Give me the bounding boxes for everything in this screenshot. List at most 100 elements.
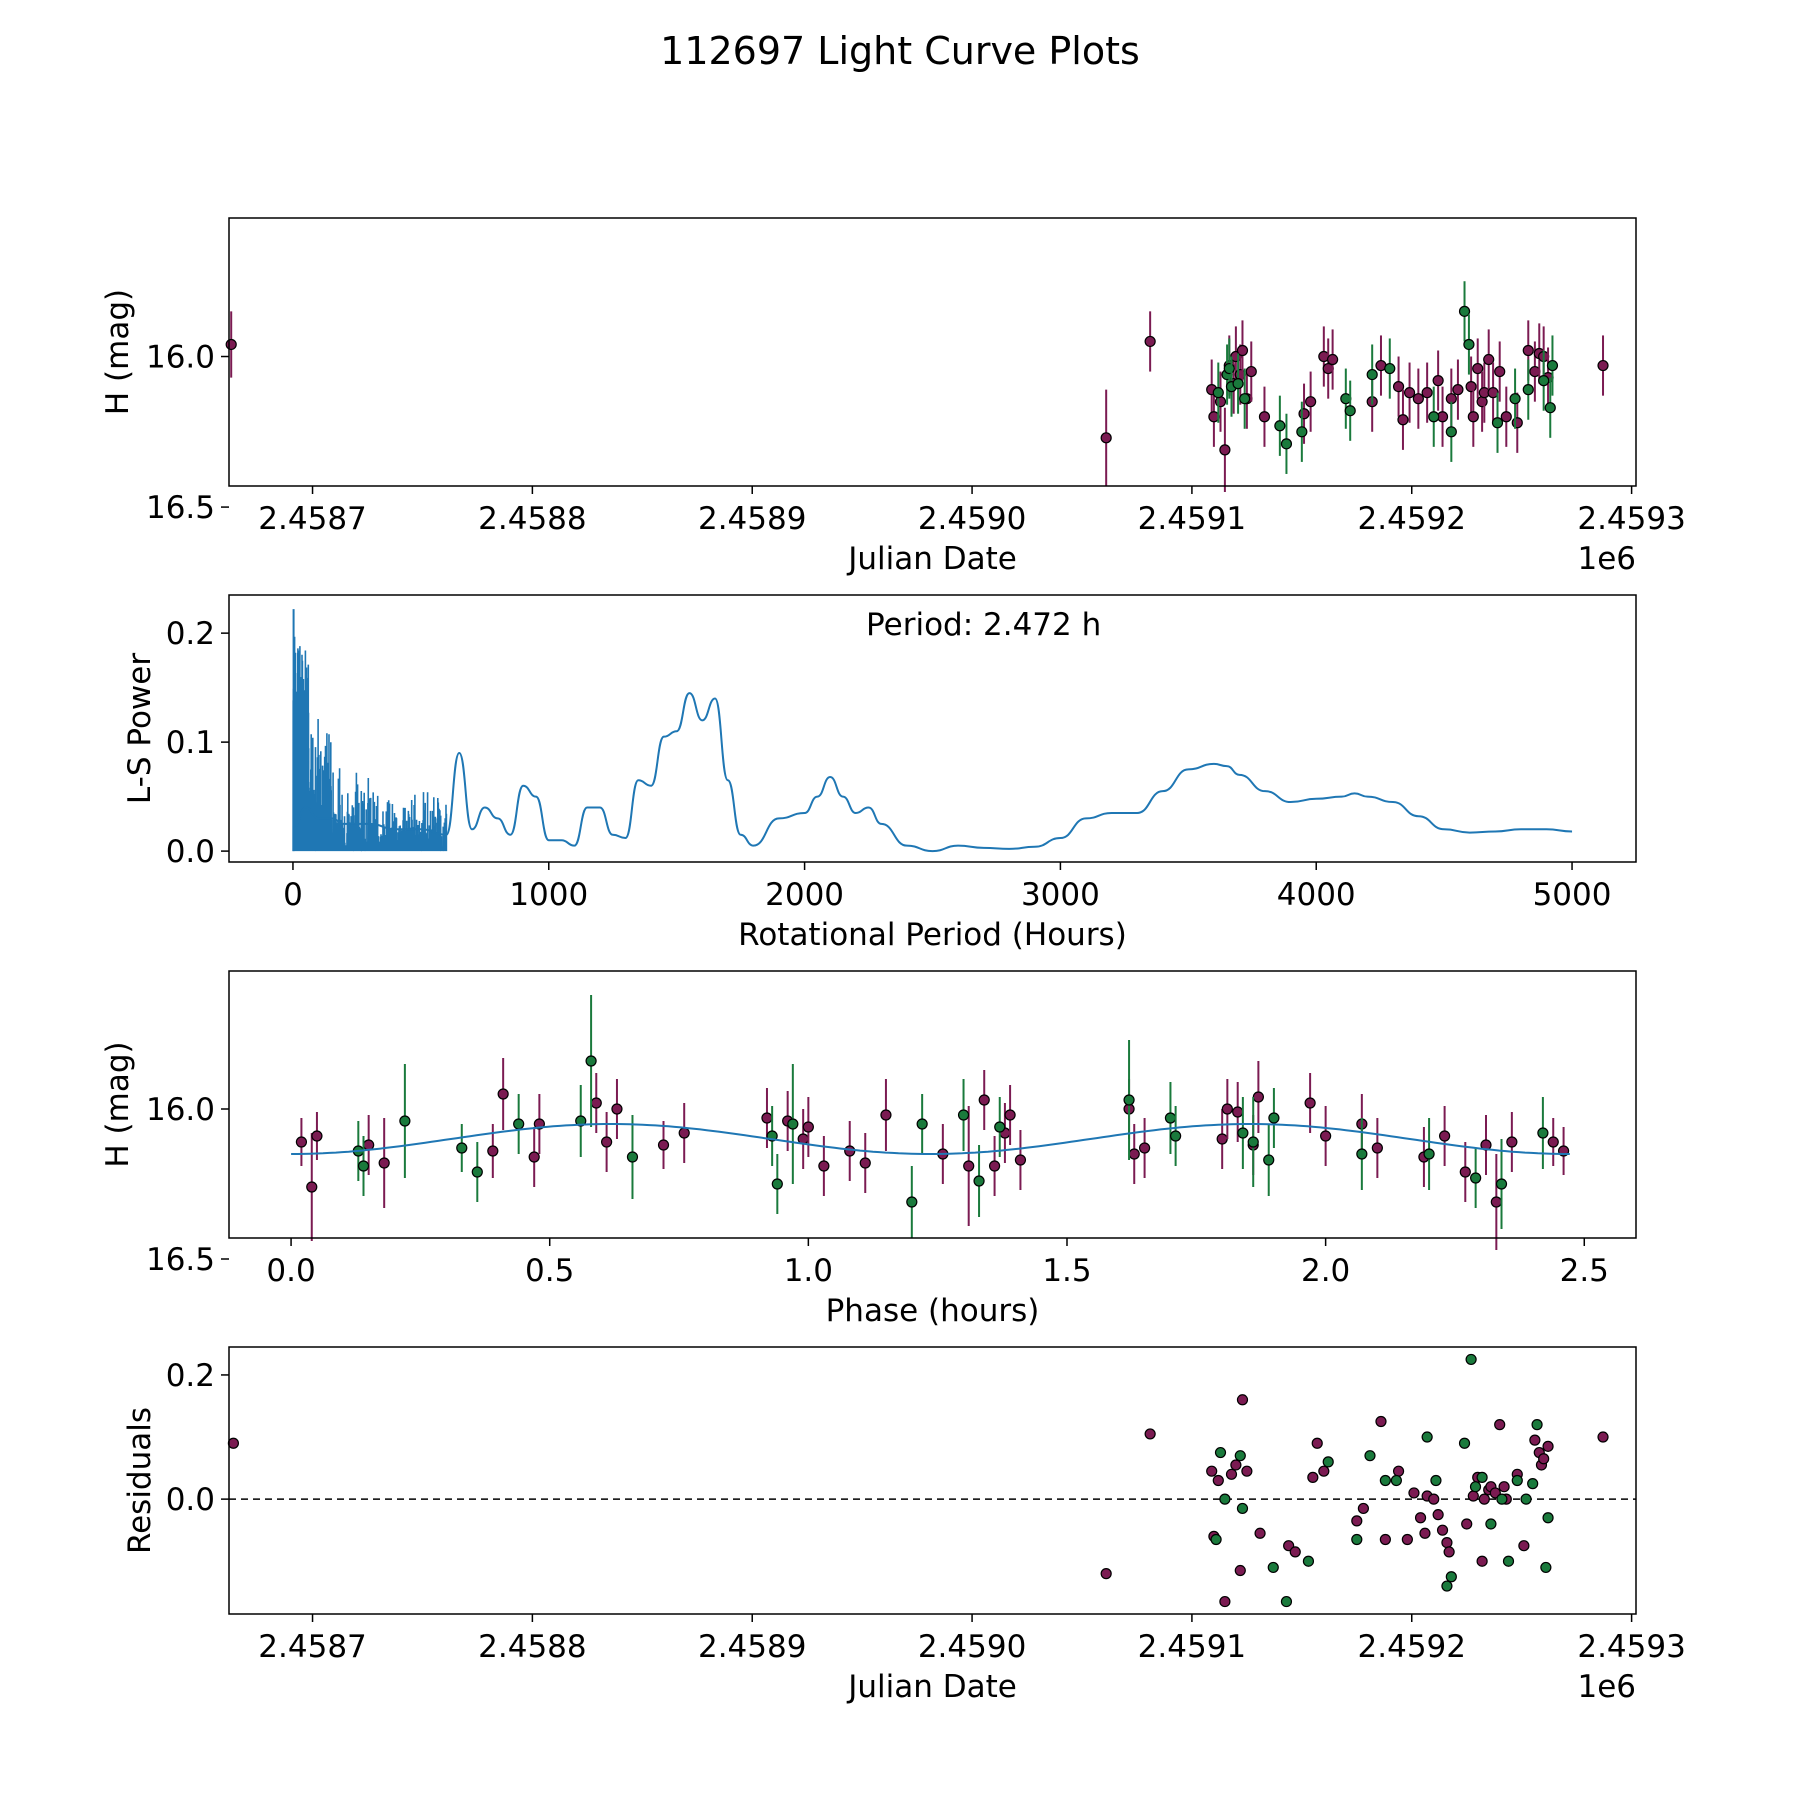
data-point-purple [1304, 1097, 1316, 1109]
x-tick-label: 2.5 [1560, 1253, 1609, 1289]
data-point-purple [1414, 1512, 1427, 1524]
x-tick-label: 3000 [1021, 877, 1100, 913]
data-point-purple [1375, 1415, 1387, 1428]
data-point-green [1463, 338, 1475, 351]
data-point-purple [802, 1121, 814, 1133]
x-tick-label: 2000 [765, 877, 844, 913]
data-point-purple [859, 1157, 871, 1169]
data-point-purple [497, 1088, 509, 1100]
data-point-green [1344, 405, 1356, 417]
x-tick-label: 2.4590 [918, 501, 1026, 537]
data-point-purple [1236, 1394, 1249, 1406]
data-point-purple [1403, 387, 1416, 399]
periodogram-curve-group [292, 609, 1573, 853]
data-point-green [1274, 420, 1286, 432]
y-axis-label: H (mag) [100, 1041, 136, 1167]
data-point-green [1542, 1512, 1554, 1524]
data-point-purple [611, 1103, 623, 1115]
periodogram-frame [228, 594, 1637, 863]
data-point-green [1476, 1471, 1488, 1483]
data-point-purple [1327, 353, 1339, 366]
data-point-purple [1408, 1487, 1420, 1499]
data-point-green [1356, 1148, 1368, 1160]
data-point-purple [1459, 1166, 1471, 1178]
y-tick-label: 0.1 [166, 725, 215, 761]
y-tick-label: 0.0 [166, 1482, 215, 1518]
data-point-green [994, 1121, 1006, 1133]
data-point-green [1485, 1518, 1497, 1530]
lightcurve-frame [228, 217, 1637, 487]
data-point-purple [1432, 375, 1444, 387]
data-point-green [1366, 368, 1378, 381]
data-point-purple [1320, 1130, 1332, 1142]
figure-title: 112697 Light Curve Plots [660, 29, 1140, 73]
data-point-green [1445, 1571, 1457, 1583]
data-point-green [973, 1175, 985, 1187]
data-point-green [906, 1196, 918, 1208]
y-tick-label: 16.0 [146, 1092, 215, 1128]
data-point-green [1302, 1555, 1315, 1567]
data-point-purple [1397, 414, 1409, 426]
x-axis-label: Julian Date [846, 541, 1017, 577]
data-point-purple [1439, 1130, 1451, 1142]
data-point-purple [1472, 362, 1484, 375]
data-point-purple [1254, 1527, 1266, 1539]
x-tick-label: 2.0 [1301, 1253, 1350, 1289]
points-lightcurve [225, 281, 1609, 493]
y-tick-label: 0.2 [166, 1358, 215, 1394]
data-point-purple [1547, 1136, 1559, 1148]
data-point-green [1379, 1474, 1391, 1487]
x-tick-label: 2.4591 [1138, 1629, 1246, 1665]
data-point-green [513, 1118, 525, 1130]
data-point-purple [1465, 381, 1477, 393]
data-point-purple [1212, 1474, 1224, 1487]
data-point-green [1280, 438, 1293, 450]
data-point-green [916, 1118, 928, 1130]
data-point-purple [1241, 1465, 1253, 1477]
data-point-green [1511, 1474, 1523, 1487]
x-axis-label: Julian Date [846, 1669, 1017, 1705]
y-tick-label: 0.0 [166, 834, 215, 870]
data-point-purple [1100, 432, 1112, 444]
y-axis-label: L-S Power [122, 653, 158, 804]
data-point-purple [1461, 1518, 1473, 1530]
data-point-green [1263, 1154, 1275, 1166]
data-point-purple [1216, 1133, 1228, 1145]
y-axis-label: H (mag) [100, 289, 136, 415]
data-point-purple [1252, 1091, 1264, 1103]
data-point-green [1351, 1533, 1363, 1546]
data-point-purple [1144, 335, 1156, 348]
data-point-green [1469, 1481, 1482, 1493]
y-tick-label: 16.5 [146, 490, 215, 526]
x-tick-label: 2.4589 [698, 1629, 806, 1665]
data-point-purple [1490, 1196, 1502, 1208]
data-point-purple [1144, 1428, 1156, 1440]
data-point-purple [1230, 1459, 1242, 1471]
axes-lightcurve: 2.4587 2.4588 2.4589 2.4590 2.4591 2.4592 2.45… [100, 289, 1686, 577]
data-point-purple [1483, 353, 1495, 366]
data-point-green [1384, 362, 1396, 375]
x-offset-label: 1e6 [1577, 541, 1636, 577]
data-point-green [471, 1166, 483, 1178]
data-point-green [1540, 1561, 1552, 1574]
x-tick-label: 1.5 [1042, 1253, 1091, 1289]
data-point-green [1296, 426, 1308, 438]
data-point-purple [1467, 1490, 1479, 1502]
data-point-green [1538, 375, 1550, 387]
data-point-purple [1538, 1453, 1550, 1465]
data-point-green [1465, 1353, 1477, 1366]
data-point-green [1527, 1478, 1539, 1490]
x-tick-label: 5000 [1533, 877, 1612, 913]
data-point-purple [963, 1160, 975, 1172]
periodogram-line [292, 692, 1573, 853]
x-tick-label: 0.0 [266, 1253, 315, 1289]
data-point-purple [1004, 1109, 1016, 1121]
data-point-purple [1441, 1536, 1453, 1549]
x-tick-label: 2.4592 [1358, 1629, 1466, 1665]
y-axis-label: Residuals [122, 1407, 158, 1554]
data-point-purple [590, 1097, 602, 1109]
fit-curve [291, 1123, 1570, 1155]
data-point-purple [1518, 1540, 1530, 1552]
data-point-purple [844, 1145, 856, 1157]
